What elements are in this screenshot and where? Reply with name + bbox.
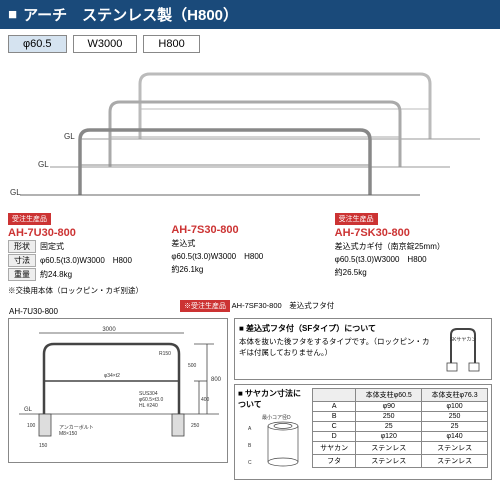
svg-text:400: 400 <box>201 397 210 403</box>
sayakan-diagram: 最小コア径D A B C <box>238 412 308 474</box>
dimension-svg: 3000 GL 800 400 500 R150 φ34×t2 SUS304 φ… <box>9 319 227 462</box>
svg-text:150: 150 <box>39 443 48 449</box>
svg-text:C: C <box>248 460 252 466</box>
sf-mini-diagram: SKサヤカン <box>439 323 487 373</box>
th-2: 本体支柱φ76.3 <box>422 389 488 402</box>
spec-pill-row: φ60.5 W3000 H800 <box>0 29 500 59</box>
sf-title: ■ 差込式フタ付（SFタイプ）について <box>239 323 433 334</box>
sayakan-box: ■ サヤカン寸法について 最小コア径D A B C <box>234 384 492 480</box>
footnote-2: ※受注生産品 AH-7SF30-800 差込式フタ付 <box>0 298 500 314</box>
label-shape: 形状 <box>8 240 36 253</box>
svg-text:SKサヤカン: SKサヤカン <box>450 337 477 343</box>
shape-2: 差込式 <box>171 237 195 249</box>
svg-text:500: 500 <box>188 363 197 369</box>
product-list: 受注生産品 AH-7U30-800 形状固定式 寸法 φ60.5(t3.0)W30… <box>0 209 500 283</box>
pill-width: W3000 <box>73 35 138 53</box>
sf-info-box: ■ 差込式フタ付（SFタイプ）について 本体を抜いた後フタをするタイプです。（ロ… <box>234 318 492 380</box>
gl-label-1: GL <box>64 132 75 141</box>
weight-3: 約26.5kg <box>335 266 367 278</box>
footnote-model: AH-7SF30-800 差込式フタ付 <box>232 301 335 310</box>
footnote-1: ※交換用本体（ロックピン・カギ別途） <box>0 283 500 298</box>
badge-3: 受注生産品 <box>335 213 378 225</box>
bottom-section: AH-7U30-800 3000 GL 800 400 500 R150 φ34… <box>0 314 500 484</box>
product-1: 受注生産品 AH-7U30-800 形状固定式 寸法 φ60.5(t3.0)W30… <box>8 213 165 281</box>
sayakan-table: 本体支柱φ60.5 本体支柱φ76.3 Aφ90φ100 B250250 C25… <box>312 388 488 468</box>
arch-drawing <box>0 59 500 209</box>
gl-label-3: GL <box>10 188 21 197</box>
th-blank <box>313 389 356 402</box>
sf-body: 本体を抜いた後フタをするタイプです。（ロックピン・カギは付属しておりません。） <box>239 336 433 358</box>
svg-text:100: 100 <box>27 423 36 429</box>
product-illustration: GL GL GL <box>0 59 500 209</box>
dims-2: φ60.5(t3.0)W3000 H800 <box>171 250 263 262</box>
svg-text:A: A <box>248 426 252 432</box>
page-title: アーチ ステンレス製（H800） <box>23 4 238 25</box>
page-header: ■ アーチ ステンレス製（H800） <box>0 0 500 29</box>
dims-3: φ60.5(t3.0)W3000 H800 <box>335 253 427 265</box>
weight-2: 約26.1kg <box>171 263 203 275</box>
th-1: 本体支柱φ60.5 <box>356 389 422 402</box>
model-2: AH-7S30-800 <box>171 224 328 236</box>
badge-1: 受注生産品 <box>8 213 51 225</box>
shape-3: 差込式カギ付（南京錠25mm） <box>335 240 445 252</box>
diagram-title: AH-7U30-800 <box>9 307 58 316</box>
header-square-icon: ■ <box>8 6 17 23</box>
svg-text:800: 800 <box>211 377 222 383</box>
gl-label-2: GL <box>38 160 49 169</box>
label-dims: 寸法 <box>8 254 36 267</box>
right-column: ■ 差込式フタ付（SFタイプ）について 本体を抜いた後フタをするタイプです。（ロ… <box>234 318 492 480</box>
svg-text:M8×150: M8×150 <box>59 431 77 437</box>
label-weight: 重量 <box>8 268 36 281</box>
model-1: AH-7U30-800 <box>8 227 165 239</box>
shape-1: 固定式 <box>40 240 64 253</box>
product-3: 受注生産品 AH-7SK30-800 差込式カギ付（南京錠25mm） φ60.5… <box>335 213 492 281</box>
svg-text:B: B <box>248 443 252 449</box>
footnote-badge: ※受注生産品 <box>180 300 230 312</box>
svg-text:R150: R150 <box>159 351 171 357</box>
svg-text:GL: GL <box>24 407 33 413</box>
pill-diameter: φ60.5 <box>8 35 67 53</box>
svg-text:3000: 3000 <box>102 327 116 333</box>
weight-1: 約24.8kg <box>40 268 72 281</box>
product-2: AH-7S30-800 差込式 φ60.5(t3.0)W3000 H800 約2… <box>171 213 328 281</box>
pill-height: H800 <box>143 35 199 53</box>
sayakan-title: ■ サヤカン寸法について <box>238 388 308 410</box>
svg-text:φ34×t2: φ34×t2 <box>104 373 120 379</box>
svg-text:アンカーボルト: アンカーボルト <box>59 424 94 431</box>
dims-1: φ60.5(t3.0)W3000 H800 <box>40 254 132 267</box>
svg-text:最小コア径D: 最小コア径D <box>262 414 291 421</box>
svg-text:HL #240: HL #240 <box>139 403 158 409</box>
model-3: AH-7SK30-800 <box>335 227 492 239</box>
svg-text:250: 250 <box>191 423 200 429</box>
dimension-diagram: AH-7U30-800 3000 GL 800 400 500 R150 φ34… <box>8 318 228 463</box>
